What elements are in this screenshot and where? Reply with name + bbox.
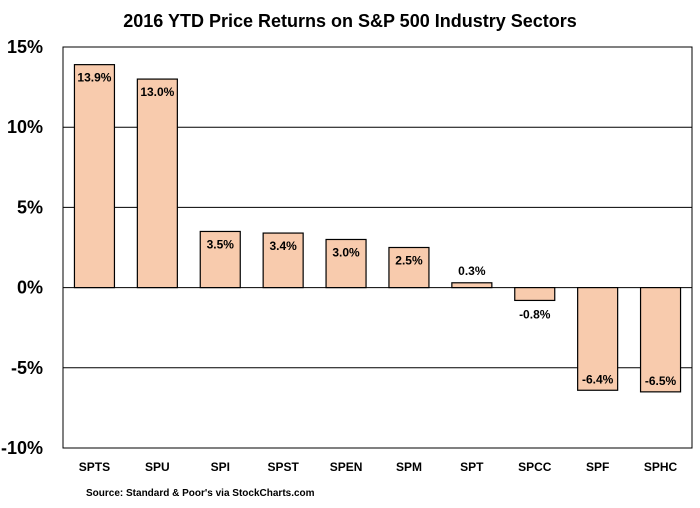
y-tick-label: 5% <box>17 197 43 217</box>
data-label: 3.5% <box>207 237 235 251</box>
data-label: 13.9% <box>77 71 111 85</box>
data-label: -0.8% <box>519 307 551 321</box>
bar-spf <box>577 287 619 391</box>
bar-spts <box>73 64 116 289</box>
x-axis-ticks: SPTS SPU SPI SPST SPEN SPM SPT SPCC SPF SPHC <box>79 460 678 474</box>
x-tick-label: SPHC <box>644 460 678 474</box>
x-tick-label: SPI <box>211 460 230 474</box>
bar-spu <box>136 78 178 289</box>
bar-sphc <box>639 287 682 393</box>
source-note: Source: Standard & Poor's via StockChart… <box>86 488 315 499</box>
bar-spcc <box>514 287 556 302</box>
data-label: 3.0% <box>332 245 360 259</box>
data-label: 3.4% <box>269 239 297 253</box>
y-axis-ticks: 15% 10% 5% 0% -5% -10% <box>1 37 43 458</box>
x-tick-label: SPM <box>396 460 422 474</box>
bar-spm <box>388 246 430 289</box>
x-tick-label: SPF <box>586 460 609 474</box>
bar-spi <box>199 230 241 289</box>
x-tick-label: SPT <box>460 460 484 474</box>
x-tick-label: SPCC <box>518 460 552 474</box>
data-label: -6.4% <box>582 372 614 386</box>
plot-frame <box>62 46 693 449</box>
x-tick-label: SPST <box>267 460 299 474</box>
data-label: 2.5% <box>395 254 423 268</box>
bar-spst <box>262 232 304 289</box>
bar-spen <box>325 238 367 289</box>
bars <box>73 64 682 393</box>
x-tick-label: SPEN <box>330 460 363 474</box>
y-tick-label: -5% <box>11 358 43 378</box>
data-labels: 13.9% 13.0% 3.5% 3.4% 3.0% 2.5% 0.3% -0.8% -6.4%… <box>77 71 676 388</box>
x-tick-label: SPU <box>145 460 170 474</box>
data-label: -6.5% <box>645 374 677 388</box>
y-tick-label: 15% <box>7 37 43 57</box>
data-label: 0.3% <box>458 264 486 278</box>
chart-title: 2016 YTD Price Returns on S&P 500 Indust… <box>123 11 577 31</box>
y-tick-label: 10% <box>7 117 43 137</box>
y-tick-label: -10% <box>1 438 43 458</box>
bar-spt <box>451 282 493 289</box>
y-tick-label: 0% <box>17 278 43 298</box>
data-label: 13.0% <box>140 85 174 99</box>
x-tick-label: SPTS <box>79 460 110 474</box>
